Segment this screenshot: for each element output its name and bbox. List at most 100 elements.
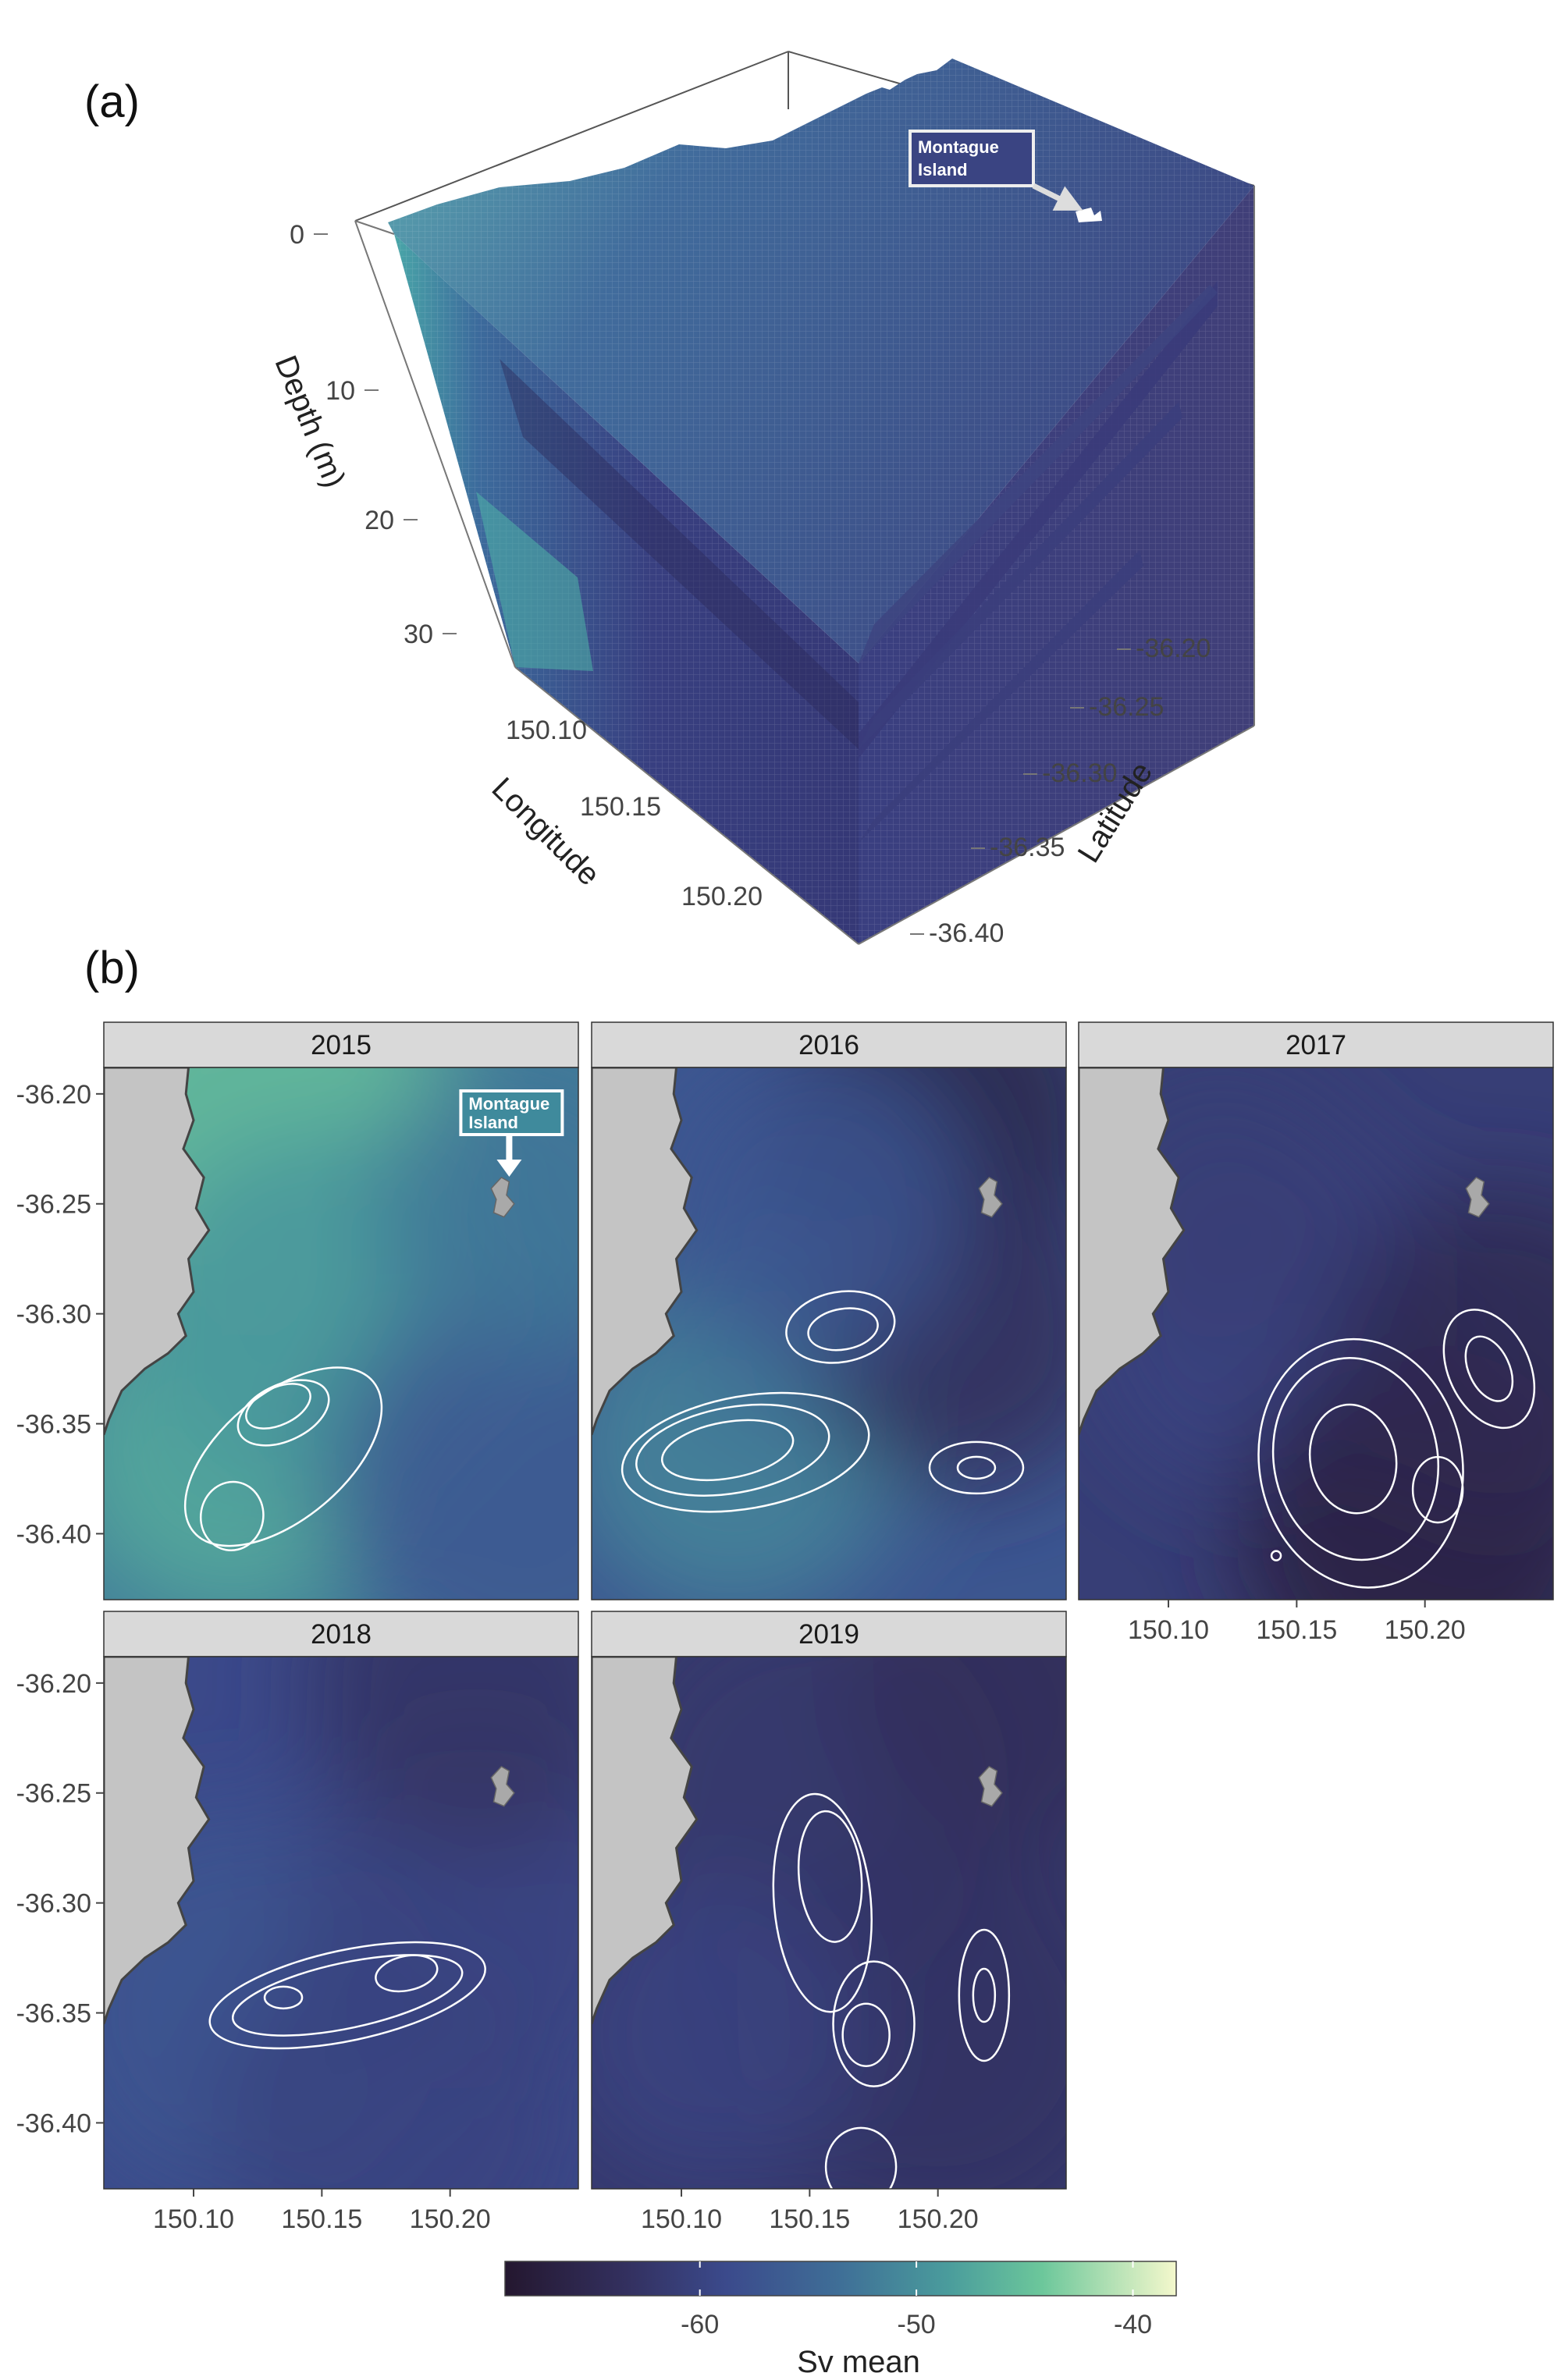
sv-field — [104, 1067, 578, 1600]
latitude-tick-label-3d: -36.25 — [1089, 692, 1164, 722]
front-face-dark-band — [500, 359, 859, 749]
sv-field-blob — [371, 1067, 578, 1360]
facet-strip-label: 2015 — [311, 1030, 372, 1060]
y-tick-label: -36.20 — [16, 1080, 91, 1110]
y-tick-label: -36.40 — [16, 2108, 91, 2138]
x-tick-label: 150.15 — [1256, 1615, 1337, 1645]
density-contour — [660, 1419, 795, 1482]
density-contours — [1257, 1309, 1536, 1589]
box-edge-front-bottom — [514, 666, 859, 945]
sv-field-blob — [212, 1935, 578, 2189]
facet-border — [1078, 1067, 1554, 1600]
y-tick-label: -36.35 — [16, 1410, 91, 1440]
x-tick-label: 150.15 — [281, 2204, 362, 2234]
x-tick-label: 150.10 — [1128, 1615, 1209, 1645]
density-contour — [183, 1366, 383, 1547]
island-callout-line2-3d: Island — [918, 160, 968, 179]
sv-field — [592, 1067, 1066, 1600]
density-contour — [263, 1985, 304, 2010]
density-contour — [972, 1967, 997, 2023]
sv-field-blob — [1330, 1186, 1553, 1529]
depth-tick-label: 0 — [290, 220, 304, 250]
depth-tick-label: 20 — [364, 506, 394, 535]
front-face-teal-patch — [476, 492, 593, 671]
island-callout-arrow-head — [496, 1160, 522, 1177]
sv-field — [592, 1657, 1066, 2189]
colorbar: -60 -50 -40 Sv mean — [504, 2261, 1177, 2379]
facet-strip — [103, 1611, 579, 1657]
island-callout-box-3d — [909, 130, 1035, 187]
land — [592, 1657, 699, 2025]
facet-plot-area — [104, 1657, 578, 2189]
facet-2018: 2018 -36.20 -36.25 -36.30 -36.35 -36.40 150.10… — [16, 1611, 579, 2234]
facet-strip — [1078, 1021, 1554, 1068]
density-contour — [807, 1307, 879, 1352]
facet-strip — [591, 1021, 1067, 1068]
depth-axis-label: Depth (m) — [268, 350, 351, 492]
montague-island — [978, 1765, 1003, 1807]
box-edge-front-left — [354, 220, 516, 668]
density-contour — [956, 1455, 997, 1480]
colorbar-ramp — [504, 2261, 1177, 2297]
density-contour — [928, 1440, 1025, 1495]
facet-border — [591, 1067, 1067, 1600]
voxel-cube: Montague Island — [354, 51, 1255, 945]
density-contour — [1257, 1337, 1464, 1589]
y-tick-label: -36.25 — [16, 1190, 91, 1220]
density-contour — [199, 1480, 265, 1552]
y-tick-label: -36.40 — [16, 1519, 91, 1549]
facet-border — [591, 1656, 1067, 2190]
colorbar-ticks: -60 -50 -40 — [681, 2261, 1152, 2339]
density-contour — [1271, 1357, 1440, 1561]
land — [1079, 1067, 1186, 1436]
latitude-ticks-3d: -36.20 -36.25 -36.30 -36.35 -36.40 — [910, 634, 1211, 948]
island-callout-arrow-3d — [1032, 183, 1083, 211]
y-tick-label: -36.30 — [16, 1300, 91, 1330]
colorbar-title: Sv mean — [797, 2345, 920, 2379]
depth-ticks: 0 10 20 30 — [290, 220, 457, 649]
density-contour — [772, 1792, 873, 2013]
longitude-axis-label: Longitude — [485, 771, 606, 892]
island-3d — [1076, 208, 1102, 222]
density-contour — [841, 2002, 891, 2067]
latitude-tick-label-3d: -36.40 — [929, 918, 1004, 948]
density-contour — [236, 1379, 330, 1447]
density-contour — [785, 1290, 896, 1364]
facet-border — [103, 1656, 579, 2190]
density-contour — [832, 1960, 916, 2087]
density-contour — [1270, 1550, 1282, 1561]
longitude-tick-label-3d: 150.20 — [681, 882, 763, 911]
island-callout-line1-3d: Montague — [918, 137, 999, 157]
facet-strip-label: 2018 — [311, 1619, 372, 1650]
montague-island — [490, 1176, 515, 1218]
longitude-ticks-3d: 150.10 150.15 150.20 — [506, 716, 763, 911]
x-tick-label: 150.10 — [641, 2204, 722, 2234]
density-contours — [772, 1792, 1011, 2189]
sv-field-blob — [324, 1287, 578, 1600]
density-contour — [231, 1954, 464, 2037]
facet-plot-area — [592, 1657, 1066, 2189]
latitude-tick-label-3d: -36.30 — [1042, 758, 1117, 788]
density-contours — [183, 1366, 383, 1552]
x-tick-label: 150.15 — [769, 2204, 850, 2234]
facet-plot-area — [1079, 1067, 1553, 1600]
facet-strip-label: 2019 — [798, 1619, 859, 1650]
sv-field-blob — [304, 1657, 578, 1855]
sv-field-blob — [843, 1657, 1066, 1855]
density-contour — [375, 1954, 439, 1993]
montague-island — [490, 1765, 515, 1807]
facet-strip — [591, 1611, 1067, 1657]
density-contour — [958, 1928, 1011, 2062]
latitude-tick-label-3d: -36.35 — [990, 833, 1065, 862]
depth-slice-10m-top — [859, 285, 1218, 663]
density-contour — [620, 1391, 870, 1513]
x-tick-label: 150.20 — [410, 2204, 491, 2234]
cube-front-face-grid — [394, 234, 859, 944]
box-edge-bottom-right — [858, 725, 1255, 945]
box-edge-top-left — [354, 220, 395, 235]
longitude-tick-label-3d: 150.15 — [580, 792, 661, 822]
density-contour — [635, 1403, 830, 1497]
island-callout-box — [459, 1089, 564, 1136]
